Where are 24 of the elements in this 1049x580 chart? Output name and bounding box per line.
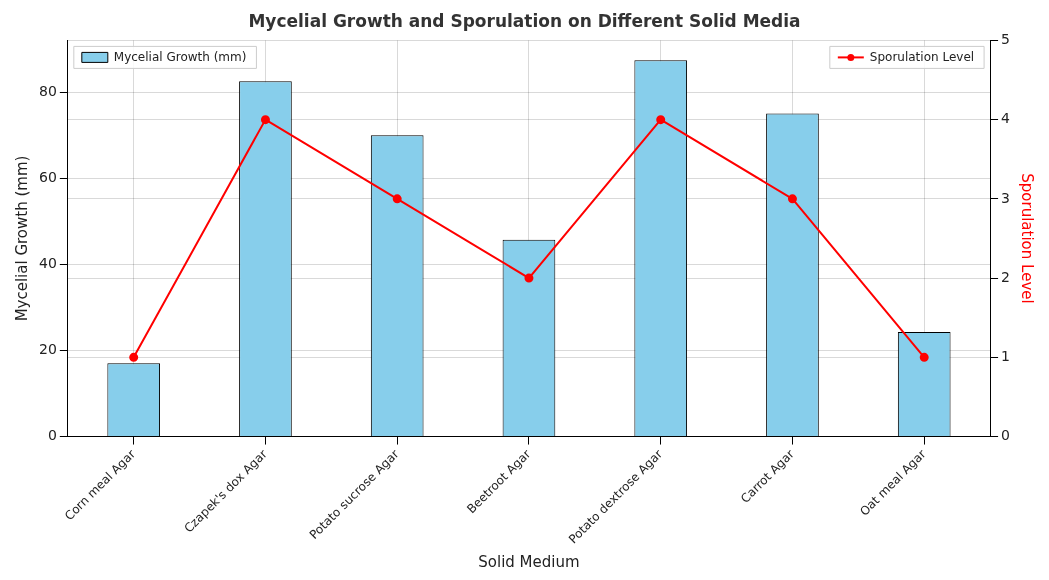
y2-axis-title: Sporulation Level bbox=[1018, 173, 1037, 304]
y2-tick-label: 3 bbox=[1001, 189, 1011, 206]
y-tick-label: 0 bbox=[47, 427, 57, 444]
point bbox=[524, 273, 534, 283]
point bbox=[919, 352, 929, 362]
y-axis-title: Mycelial Growth (mm) bbox=[12, 155, 31, 322]
point bbox=[260, 115, 270, 125]
y2-tick-label: 5 bbox=[1001, 31, 1011, 48]
y2-tick-label: 0 bbox=[1001, 427, 1011, 444]
point bbox=[129, 352, 139, 362]
point bbox=[787, 194, 797, 204]
y-tick-label: 20 bbox=[38, 341, 57, 358]
point bbox=[656, 115, 666, 125]
x-axis-title: Solid Medium bbox=[478, 552, 580, 571]
chart-title: Mycelial Growth and Sporulation on Different Solid Media bbox=[248, 10, 801, 31]
point bbox=[392, 194, 402, 204]
y-tick-label: 80 bbox=[38, 82, 57, 99]
y2-tick-label: 4 bbox=[1001, 110, 1011, 127]
y2-tick-label: 1 bbox=[1001, 347, 1011, 364]
y-tick-label: 60 bbox=[38, 168, 57, 185]
legend-label: Sporulation Level bbox=[869, 49, 975, 64]
y-tick-label: 40 bbox=[38, 254, 57, 271]
legend-label: Mycelial Growth (mm) bbox=[113, 49, 247, 64]
y2-tick-label: 2 bbox=[1001, 268, 1011, 285]
